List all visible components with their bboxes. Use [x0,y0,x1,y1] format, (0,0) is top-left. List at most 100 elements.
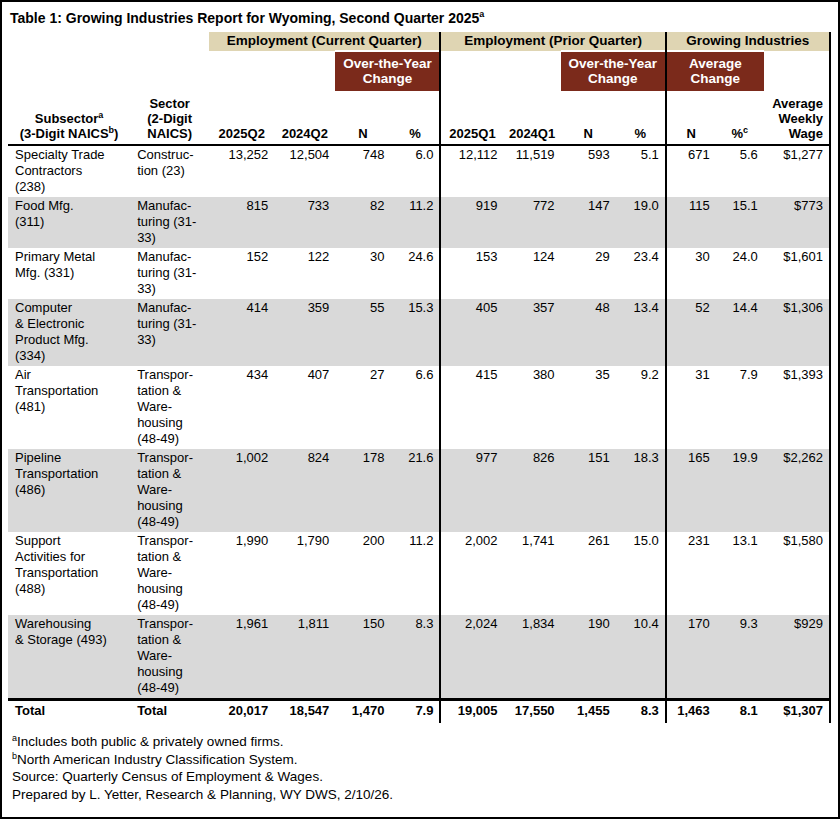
cell-pct-current: 11.2 [390,532,440,615]
cell-pct-current: 8.3 [390,615,440,700]
footnote-a: aIncludes both public & privately owned … [12,733,834,751]
cell-2025q1: 153 [440,248,503,299]
cell-pct-current: 7.9 [390,700,440,724]
col-header-avg-weekly-wage: Average Weekly Wage [764,91,830,145]
cell-2025q1: 977 [440,449,503,532]
change-row-spacer [8,51,209,91]
col-header-2025q1: 2025Q1 [440,91,503,145]
cell-sector: Manufac- turing (31- 33) [130,248,209,299]
cell-sector: Transpor- tation & Ware- housing (48-49) [130,615,209,700]
cell-pct-growing: 8.1 [716,700,764,724]
col-header-subsector-sup: a [98,110,103,120]
table-row: Food Mfg. (311)Manufac- turing (31- 33)8… [8,197,830,248]
footnote-a-text: Includes both public & privately owned f… [17,734,283,749]
cell-2025q1: 19,005 [440,700,503,724]
cell-avg-weekly-wage: $1,601 [764,248,830,299]
cell-n-current: 178 [335,449,390,532]
report-title: Table 1: Growing Industries Report for W… [10,10,834,26]
col-header-2024q2: 2024Q2 [274,91,335,145]
cell-2024q1: 11,519 [504,145,561,197]
cell-2025q1: 2,002 [440,532,503,615]
cell-pct-current: 21.6 [390,449,440,532]
cell-pct-prior: 23.4 [616,248,666,299]
cell-2024q1: 357 [504,299,561,366]
cell-pct-growing: 15.1 [716,197,764,248]
cell-avg-weekly-wage: $1,580 [764,532,830,615]
col-header-pct-prior: % [616,91,666,145]
cell-2024q2: 1,790 [274,532,335,615]
cell-2024q2: 359 [274,299,335,366]
cell-n-prior: 190 [561,615,616,700]
cell-n-prior: 29 [561,248,616,299]
col-header-pct-current: % [390,91,440,145]
cell-sector: Construc- tion (23) [130,145,209,197]
col-header-n-growing: N [666,91,716,145]
table-row: Support Activities for Transportation (4… [8,532,830,615]
cell-pct-current: 15.3 [390,299,440,366]
cell-subsector: Support Activities for Transportation (4… [8,532,130,615]
cell-2024q2: 733 [274,197,335,248]
cell-2024q1: 772 [504,197,561,248]
cell-2024q2: 12,504 [274,145,335,197]
report-title-footnote-mark: a [479,9,484,19]
cell-subsector: Pipeline Transportation (486) [8,449,130,532]
cell-pct-growing: 9.3 [716,615,764,700]
cell-n-growing: 671 [666,145,716,197]
cell-2025q2: 20,017 [209,700,274,724]
total-row: TotalTotal20,01718,5471,4707.919,00517,5… [8,700,830,724]
cell-2024q2: 122 [274,248,335,299]
cell-avg-weekly-wage: $1,306 [764,299,830,366]
cell-n-current: 150 [335,615,390,700]
footnote-b-text: North American Industry Classification S… [17,752,298,767]
cell-pct-growing: 19.9 [716,449,764,532]
cell-2024q1: 17,550 [504,700,561,724]
footnote-prepared-by: Prepared by L. Yetter, Research & Planni… [12,786,834,804]
cell-n-current: 27 [335,366,390,449]
report-frame: Table 1: Growing Industries Report for W… [0,0,840,819]
cell-pct-prior: 9.2 [616,366,666,449]
cell-avg-weekly-wage: $1,307 [764,700,830,724]
col-header-2024q1: 2024Q1 [504,91,561,145]
cell-2025q2: 815 [209,197,274,248]
footnote-prepared-by-text: Prepared by L. Yetter, Research & Planni… [12,787,393,802]
col-header-subsector-text3: ) [114,126,118,141]
col-header-n-prior: N [561,91,616,145]
cell-n-current: 30 [335,248,390,299]
cell-n-prior: 35 [561,366,616,449]
cell-n-prior: 147 [561,197,616,248]
cell-subsector: Air Transportation (481) [8,366,130,449]
group-header-growing-industries: Growing Industries [666,32,830,51]
cell-n-growing: 31 [666,366,716,449]
cell-2025q2: 1,990 [209,532,274,615]
cell-sector: Total [130,700,209,724]
cell-2025q1: 919 [440,197,503,248]
cell-n-prior: 261 [561,532,616,615]
cell-n-prior: 151 [561,449,616,532]
cell-pct-growing: 5.6 [716,145,764,197]
cell-subsector: Specialty Trade Contractors (238) [8,145,130,197]
cell-subsector: Total [8,700,130,724]
table-row: Warehousing & Storage (493)Transpor- tat… [8,615,830,700]
cell-pct-current: 6.6 [390,366,440,449]
cell-pct-growing: 14.4 [716,299,764,366]
cell-pct-prior: 18.3 [616,449,666,532]
cell-pct-prior: 13.4 [616,299,666,366]
cell-n-growing: 165 [666,449,716,532]
cell-n-growing: 52 [666,299,716,366]
cell-2024q1: 826 [504,449,561,532]
col-header-pct-growing-text: % [732,126,744,141]
cell-2025q2: 1,002 [209,449,274,532]
cell-avg-weekly-wage: $929 [764,615,830,700]
change-header-row: Over-the-Year Change Over-the-Year Chang… [8,51,830,91]
col-header-subsector-text2: (3-Digit NAICS [20,126,109,141]
footnote-source: Source: Quarterly Census of Employment &… [12,768,834,786]
cell-n-current: 748 [335,145,390,197]
cell-pct-prior: 8.3 [616,700,666,724]
change-row-spacer [209,51,335,91]
cell-sector: Transpor- tation & Ware- housing (48-49) [130,449,209,532]
average-change-label: Average Change [666,51,764,91]
cell-pct-prior: 5.1 [616,145,666,197]
cell-avg-weekly-wage: $2,262 [764,449,830,532]
cell-2024q1: 1,741 [504,532,561,615]
cell-avg-weekly-wage: $773 [764,197,830,248]
